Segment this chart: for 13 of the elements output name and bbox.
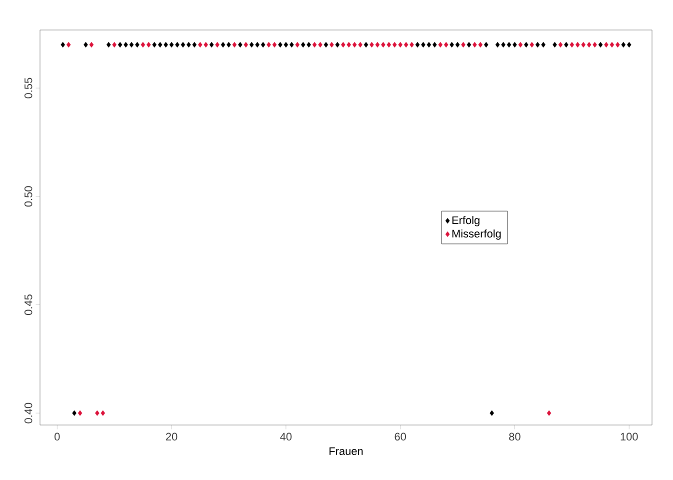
y-tick-label: 0.45 (24, 294, 32, 315)
legend-label: Misserfolg (452, 229, 501, 240)
x-tick-label: 100 (620, 432, 638, 441)
x-tick-label: 80 (509, 432, 520, 441)
legend-label: Erfolg (452, 216, 480, 226)
x-tick-label: 40 (280, 432, 292, 441)
x-tick-label: 0 (54, 432, 60, 441)
x-tick-label: 60 (394, 432, 406, 441)
y-tick-label: 0.40 (24, 402, 32, 424)
x-axis-title: Frauen (330, 447, 363, 456)
x-tick-label: 20 (166, 432, 178, 441)
y-tick-label: 0.50 (24, 186, 32, 207)
y-tick-label: 0.55 (24, 78, 32, 98)
